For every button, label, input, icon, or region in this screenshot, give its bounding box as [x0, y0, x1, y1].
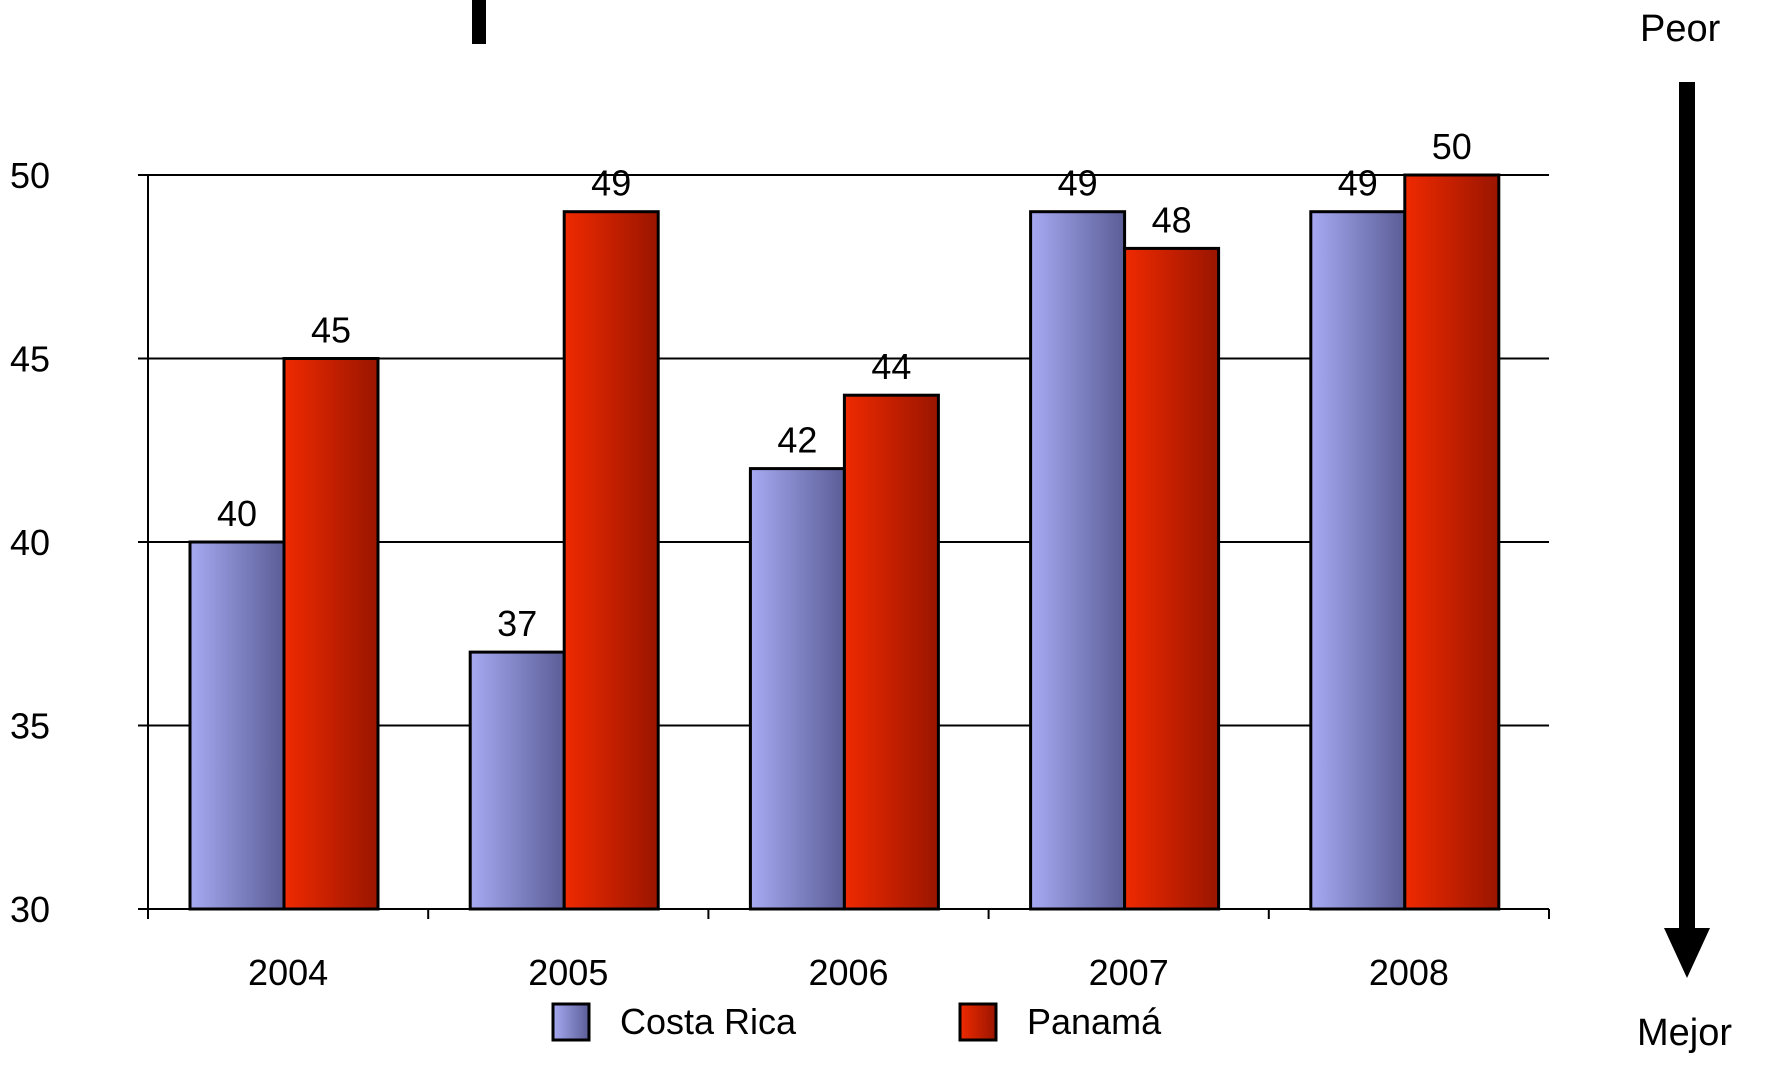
data-label: 45	[311, 310, 351, 351]
legend: Costa Rica Panamá	[551, 1001, 1162, 1042]
x-tick-label: 2008	[1369, 952, 1449, 993]
y-tick-label: 40	[10, 522, 50, 563]
arrow-shaft	[1679, 82, 1695, 932]
worse-label: Peor	[1640, 8, 1721, 50]
axes: 30 35 40 45 50 2004 2005 2006 2007 2008	[10, 155, 1550, 993]
y-tick-label: 30	[10, 889, 50, 930]
data-label: 49	[1338, 163, 1378, 204]
data-label: 49	[1058, 163, 1098, 204]
data-label: 48	[1152, 199, 1192, 240]
data-label: 49	[591, 163, 631, 204]
bar-series-2	[1123, 246, 1221, 911]
legend-label: Costa Rica	[620, 1001, 797, 1042]
bar-series-2	[1403, 173, 1501, 911]
data-label: 50	[1432, 126, 1472, 167]
bar-series-2	[842, 393, 940, 911]
y-tick-label: 45	[10, 339, 50, 380]
legend-swatch	[551, 1002, 591, 1042]
data-label: 40	[217, 493, 257, 534]
x-tick-label: 2006	[808, 952, 888, 993]
y-tick-label: 50	[10, 155, 50, 196]
x-tick-label: 2007	[1089, 952, 1169, 993]
data-label: 44	[871, 346, 911, 387]
legend-label: Panamá	[1027, 1001, 1162, 1042]
bar-series-1	[1309, 210, 1407, 911]
bar-series-1	[468, 650, 566, 911]
direction-arrow	[1664, 82, 1710, 978]
data-label: 42	[777, 420, 817, 461]
bars	[188, 173, 1501, 911]
x-tick-label: 2004	[248, 952, 328, 993]
bar-series-2	[282, 357, 380, 911]
bar-series-1	[188, 540, 286, 911]
bar-series-1	[748, 467, 846, 911]
better-label: Mejor	[1637, 1012, 1733, 1054]
data-label: 37	[497, 603, 537, 644]
bar-series-2	[562, 210, 660, 911]
data-labels: 40 37 42 49 49 45 49 44 48 50	[217, 126, 1472, 644]
legend-swatch	[958, 1002, 998, 1042]
x-tick-label: 2005	[528, 952, 608, 993]
bar-series-1	[1029, 210, 1127, 911]
arrow-head	[1664, 928, 1710, 978]
title-fragment	[472, 0, 486, 44]
y-tick-label: 35	[10, 706, 50, 747]
